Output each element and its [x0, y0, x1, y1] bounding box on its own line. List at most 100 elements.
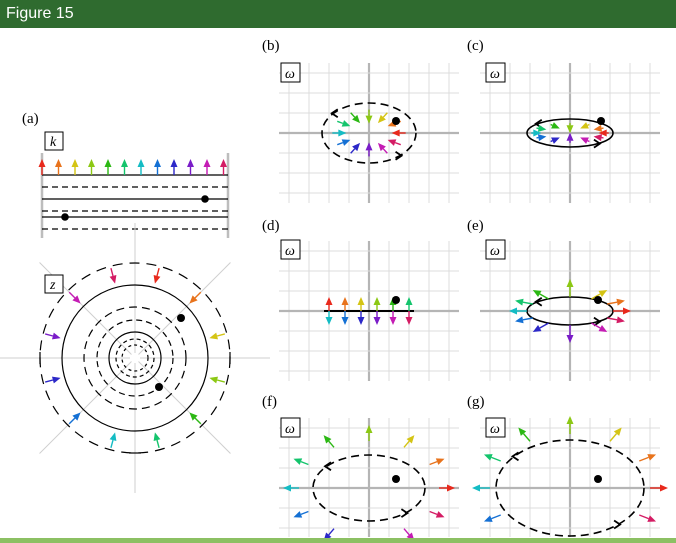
panel-e-arrow-shaft [607, 317, 618, 321]
panel-d-arrow [373, 317, 381, 325]
panel-c-arrow [580, 137, 589, 144]
panel-c: (c) ω [467, 38, 660, 203]
panel-a-z-arrow [153, 274, 161, 284]
panel-f-arrow [406, 435, 415, 444]
panel-e-arrow [532, 290, 542, 298]
panel-d-arrow [325, 317, 333, 325]
panel-c-var: ω [490, 67, 500, 82]
panel-f-arrow-shaft [328, 528, 335, 536]
panel-c-arrow-shaft [550, 140, 553, 143]
panel-c-arrow-shaft [587, 140, 590, 143]
panel-a-k-arrow [104, 159, 112, 167]
panel-b-var: ω [285, 67, 295, 82]
panel-c-arrow [537, 134, 547, 142]
panel-a-z-diagram: z [0, 223, 270, 493]
orbit-direction-marker [395, 151, 404, 161]
panel-a-k-point-2 [61, 213, 69, 221]
panel-a-k-arrow [137, 159, 145, 167]
orbit-direction-marker [593, 316, 602, 327]
panel-a-z-arrow-shaft [110, 267, 114, 277]
panel-f-arrow [293, 511, 303, 518]
panel-f-arrow-shaft [300, 510, 309, 516]
panel-a-k-arrow [71, 159, 79, 167]
panel-a-z-arrow [72, 295, 81, 304]
panel-d-arrow [389, 317, 397, 325]
panel-a-k-arrow [203, 159, 211, 167]
panel-e-arrow-shaft [591, 322, 601, 329]
panel-g-arrow-shaft [609, 433, 618, 442]
panel-a-k-label: k [50, 135, 57, 150]
panel-c-arrow-shaft [550, 123, 553, 126]
panel-a-z-arrow-shaft [110, 439, 114, 449]
panel-f-arrow-shaft [429, 510, 438, 516]
panel-f-point [392, 475, 400, 483]
panel-g-arrow [483, 454, 493, 461]
panel-b-arrow-shaft [350, 112, 356, 118]
panel-c-letter: (c) [467, 38, 484, 54]
orbit-direction-marker [400, 508, 410, 518]
panel-a-z-arrow [189, 412, 198, 421]
panel-b-arrow-shaft [337, 141, 344, 146]
panel-a-k-arrow [220, 159, 227, 167]
panel-d-arrow [405, 317, 413, 325]
panel-b-orbit [321, 102, 417, 164]
panel-d-arrow [373, 297, 381, 305]
panel-e-arrow [623, 307, 631, 315]
panel-e-var: ω [490, 244, 500, 259]
panel-d-arrow [341, 317, 349, 325]
panel-f-arrow [293, 458, 303, 465]
panel-a-k-arrow [154, 159, 161, 167]
panel-a-k-arrow [88, 159, 95, 167]
panel-e: (e) ω [467, 218, 660, 381]
panel-a-k-arrow [55, 159, 62, 167]
panel-a-k-arrow [187, 159, 194, 167]
panel-g-arrow [483, 515, 493, 522]
panel-b-arrow [352, 114, 361, 124]
panel-d-var: ω [285, 244, 295, 259]
panel-d: (d) ω [262, 218, 459, 381]
panel-f-arrow-shaft [300, 460, 309, 466]
panel-a-z-arrow [51, 332, 61, 340]
panel-b-arrow [341, 139, 351, 146]
panel-a-z-arrow [153, 432, 161, 442]
panel-g-arrow [518, 427, 527, 436]
panel-b-arrow-shaft [350, 148, 356, 154]
panel-g-arrow-shaft [639, 514, 649, 520]
panel-c-arrow [551, 122, 560, 129]
panel-a-z-arrow-shaft [194, 291, 202, 299]
panel-g-orbit [495, 439, 645, 537]
panel-a-z-arrow-shaft [194, 417, 202, 425]
panel-g-var: ω [490, 422, 500, 437]
panel-c-arrow [551, 137, 560, 144]
panel-e-point [594, 296, 602, 304]
bottom-rule [0, 538, 676, 543]
orbit-direction-marker [593, 138, 602, 149]
panel-b: (b) ω [262, 38, 459, 203]
panel-b-arrow-shaft [394, 141, 401, 146]
panel-f-arrow [323, 435, 332, 444]
panel-d-arrow [325, 297, 333, 305]
panel-b-arrow-shaft [382, 148, 388, 154]
panel-a-z-arrow [209, 376, 219, 384]
panel-a-z-arrow [109, 274, 117, 284]
panel-a-z-arrow-shaft [44, 333, 54, 337]
panel-b-arrow [365, 115, 373, 124]
panel-d-arrow [357, 297, 365, 305]
panel-e-arrow-shaft [522, 317, 533, 321]
panel-b-arrow [377, 142, 386, 152]
panel-d-arrow [357, 317, 365, 325]
panel-f-arrow-shaft [403, 528, 410, 536]
panel-e-arrow [616, 316, 625, 324]
panel-a-k-arrow [170, 159, 178, 167]
panel-f-letter: (f) [262, 394, 277, 410]
panel-c-arrow [593, 124, 603, 132]
panel-g-point [594, 475, 602, 483]
panel-c-arrow [566, 125, 574, 134]
panel-f-var: ω [285, 422, 295, 437]
panel-a-k-arrow [38, 159, 46, 167]
panel-g-arrow [660, 484, 668, 492]
panel-e-arrow-shaft [539, 322, 549, 329]
panel-g: (g) ω [467, 394, 668, 537]
orbit-direction-marker [330, 108, 339, 118]
